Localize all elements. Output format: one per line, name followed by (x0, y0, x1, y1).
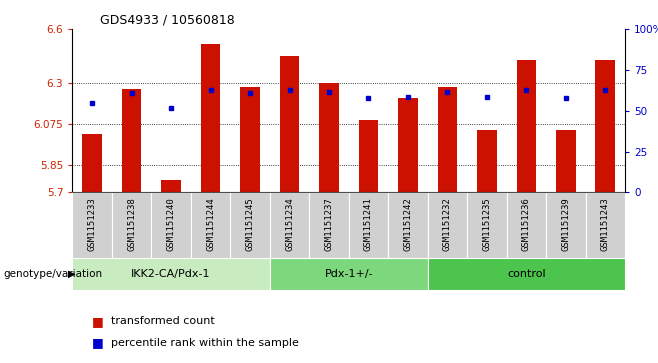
Text: genotype/variation: genotype/variation (3, 269, 103, 279)
Bar (230, 192, 270, 258)
Bar (161, 180, 181, 192)
Bar (517, 60, 536, 192)
Bar (467, 192, 507, 258)
Text: transformed count: transformed count (111, 316, 215, 326)
Bar (82, 134, 102, 192)
Text: ■: ■ (92, 315, 104, 328)
Bar (280, 56, 299, 192)
Bar (507, 192, 546, 258)
Text: GSM1151238: GSM1151238 (127, 197, 136, 251)
Text: GSM1151237: GSM1151237 (324, 197, 334, 251)
Bar (270, 258, 428, 290)
Bar (438, 87, 457, 192)
Text: GSM1151233: GSM1151233 (88, 197, 97, 251)
Bar (309, 192, 349, 258)
Bar (477, 130, 497, 192)
Bar (319, 83, 339, 192)
Bar (240, 87, 260, 192)
Text: GSM1151236: GSM1151236 (522, 197, 531, 251)
Text: GSM1151245: GSM1151245 (245, 197, 255, 251)
Text: GDS4933 / 10560818: GDS4933 / 10560818 (100, 13, 235, 26)
Text: percentile rank within the sample: percentile rank within the sample (111, 338, 299, 348)
Bar (122, 89, 141, 192)
Text: GSM1151239: GSM1151239 (561, 197, 570, 251)
Text: GSM1151243: GSM1151243 (601, 197, 610, 251)
Bar (201, 44, 220, 192)
Bar (586, 192, 625, 258)
Text: GSM1151244: GSM1151244 (206, 197, 215, 251)
Bar (72, 192, 112, 258)
Bar (270, 192, 309, 258)
Bar (151, 192, 191, 258)
Bar (349, 192, 388, 258)
Bar (359, 120, 378, 192)
Bar (112, 192, 151, 258)
Text: control: control (507, 269, 545, 279)
Bar (388, 192, 428, 258)
Bar (428, 192, 467, 258)
Bar (556, 130, 576, 192)
Bar (191, 192, 230, 258)
Text: GSM1151240: GSM1151240 (166, 197, 176, 251)
Text: GSM1151235: GSM1151235 (482, 197, 492, 251)
Text: GSM1151232: GSM1151232 (443, 197, 452, 251)
Text: GSM1151234: GSM1151234 (285, 197, 294, 251)
Bar (72, 258, 270, 290)
Text: GSM1151241: GSM1151241 (364, 197, 373, 251)
Text: IKK2-CA/Pdx-1: IKK2-CA/Pdx-1 (132, 269, 211, 279)
Bar (595, 60, 615, 192)
Bar (428, 258, 625, 290)
Bar (398, 98, 418, 192)
Bar (546, 192, 586, 258)
Text: GSM1151242: GSM1151242 (403, 197, 413, 251)
Text: ■: ■ (92, 337, 104, 350)
Text: Pdx-1+/-: Pdx-1+/- (324, 269, 373, 279)
Text: ▶: ▶ (68, 269, 76, 279)
